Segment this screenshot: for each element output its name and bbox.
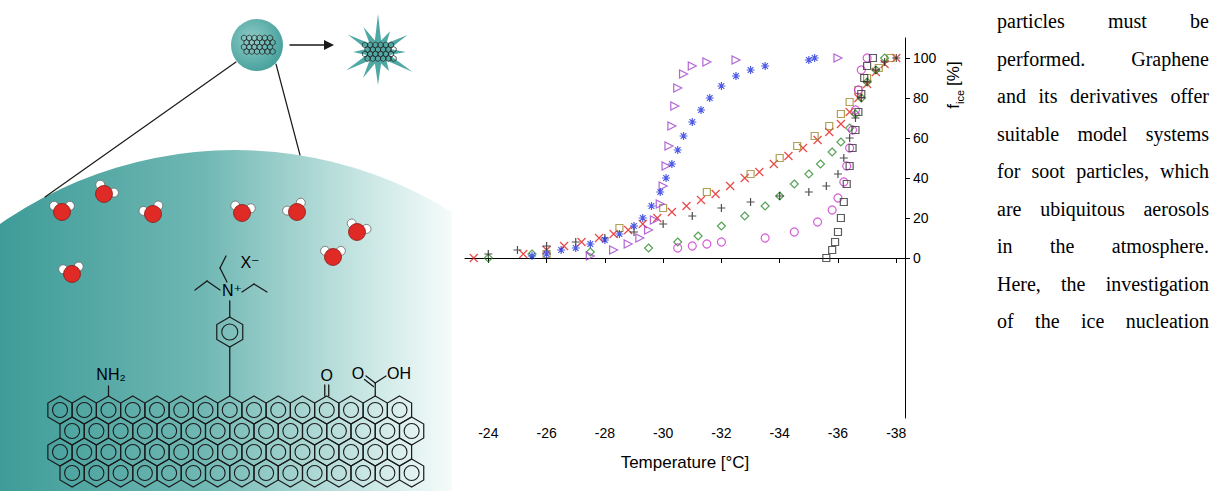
svg-text:60: 60: [913, 130, 929, 146]
svg-text:ice: ice: [954, 90, 966, 104]
svg-text:-38: -38: [886, 425, 906, 441]
svg-text:-24: -24: [478, 425, 498, 441]
html-text:of the ice nucleation: of the ice nucleation: [997, 310, 1209, 332]
html-text:performed. Graphene: performed. Graphene: [997, 47, 1209, 70]
svg-text:X⁻: X⁻: [240, 254, 259, 271]
svg-text:Temperature [°C]: Temperature [°C]: [621, 453, 750, 472]
html-text:suitable model systems: suitable model systems: [997, 122, 1209, 145]
svg-text:NH₂: NH₂: [96, 366, 125, 383]
html-text:in the atmosphere.: in the atmosphere.: [997, 235, 1209, 257]
svg-text:-26: -26: [536, 425, 556, 441]
html-text:and its derivatives offer: and its derivatives offer: [997, 85, 1209, 107]
svg-text:-28: -28: [595, 425, 615, 441]
svg-text:100: 100: [913, 50, 937, 66]
svg-text:-30: -30: [653, 425, 673, 441]
html-text:particles must be: particles must be: [997, 10, 1209, 32]
svg-text:O: O: [321, 367, 333, 384]
svg-text:f: f: [943, 103, 963, 109]
svg-text:N⁺: N⁺: [222, 282, 242, 299]
svg-text:[%]: [%]: [944, 61, 963, 86]
svg-text:-34: -34: [770, 425, 790, 441]
svg-text:OH: OH: [387, 365, 411, 382]
svg-text:80: 80: [913, 90, 929, 106]
svg-text:-32: -32: [711, 425, 731, 441]
html-text:Here, the investigation: Here, the investigation: [997, 272, 1209, 295]
svg-text:0: 0: [913, 250, 921, 266]
svg-text:20: 20: [913, 210, 929, 226]
svg-text:-36: -36: [828, 425, 848, 441]
svg-text:O: O: [352, 365, 364, 382]
html-text:for soot particles, which: for soot particles, which: [997, 160, 1209, 182]
svg-text:40: 40: [913, 170, 929, 186]
html-text:are ubiquitous aerosols: are ubiquitous aerosols: [997, 197, 1209, 220]
